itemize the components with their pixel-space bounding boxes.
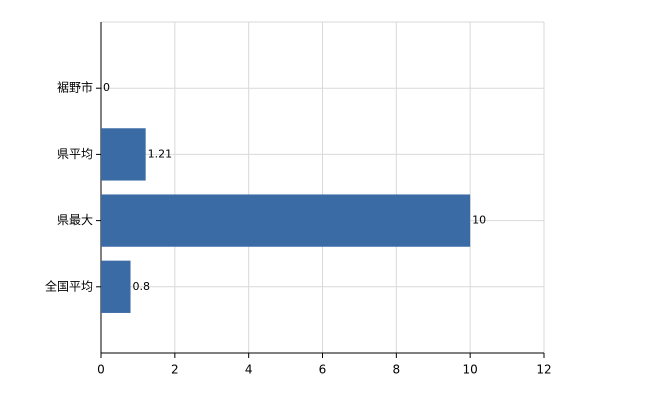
y-tick-label: 県最大 [57, 213, 93, 227]
x-tick-label: 12 [536, 363, 551, 377]
x-tick-label: 10 [463, 363, 478, 377]
x-tick-label: 4 [245, 363, 253, 377]
x-tick-label: 6 [319, 363, 327, 377]
bar [101, 260, 131, 313]
x-tick-label: 2 [171, 363, 179, 377]
y-tick-label: 全国平均 [45, 278, 93, 293]
value-label: 10 [472, 214, 486, 227]
x-tick-label: 8 [393, 363, 401, 377]
value-label: 0 [103, 81, 110, 94]
value-label: 1.21 [148, 147, 173, 160]
bar [101, 128, 146, 181]
x-tick-label: 0 [97, 363, 105, 377]
bar [101, 194, 471, 247]
value-label: 0.8 [133, 280, 151, 293]
y-tick-label: 県平均 [57, 147, 93, 161]
y-tick-label: 裾野市 [57, 80, 93, 95]
